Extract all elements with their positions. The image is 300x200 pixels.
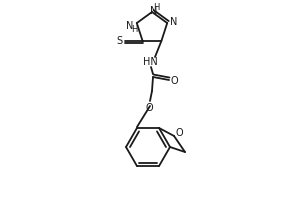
Text: O: O	[145, 103, 153, 113]
Text: HN: HN	[142, 57, 158, 67]
Text: H: H	[153, 2, 159, 11]
Text: H: H	[132, 25, 138, 34]
Text: O: O	[175, 128, 183, 138]
Text: N: N	[150, 6, 158, 16]
Text: S: S	[116, 36, 123, 46]
Text: O: O	[170, 76, 178, 86]
Text: N: N	[169, 17, 177, 27]
Text: N: N	[126, 21, 134, 31]
